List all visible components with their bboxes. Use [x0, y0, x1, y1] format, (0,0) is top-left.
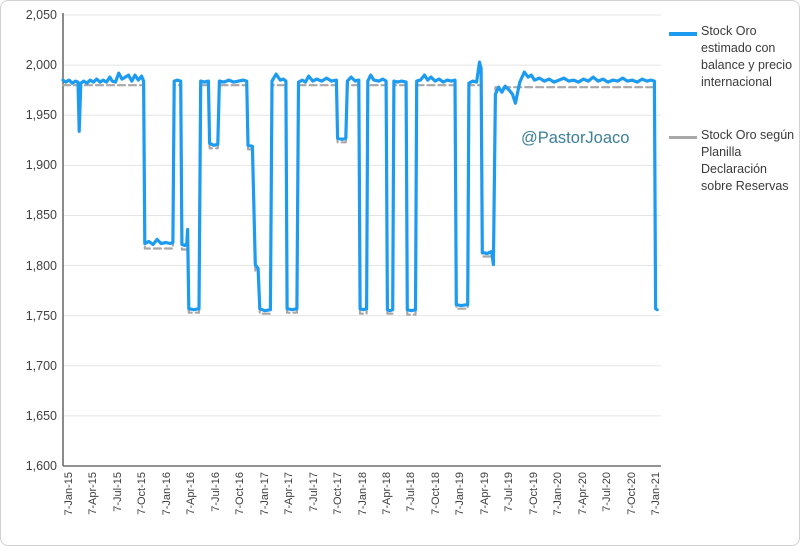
x-tick-label: 7-Jan-17 — [258, 472, 271, 516]
legend-item-declared: Stock Oro según Planilla Declaración sob… — [669, 127, 799, 195]
y-tick-label: 1,650 — [25, 408, 57, 423]
series-estimated — [61, 60, 659, 313]
x-tick-label: 7-Oct-18 — [429, 472, 442, 515]
x-tick-label: 7-Apr-16 — [185, 472, 198, 515]
y-tick-label: 1,900 — [25, 158, 57, 173]
x-tick-label: 7-Jan-15 — [63, 472, 75, 516]
gray-line-icon — [669, 136, 697, 139]
x-tick-label: 7-Oct-16 — [234, 472, 247, 515]
x-tick-label: 7-Jul-18 — [405, 472, 418, 512]
x-tick-label: 7-Apr-20 — [576, 472, 589, 515]
x-tick-label: 7-Jan-20 — [552, 472, 565, 516]
x-tick-label: 7-Oct-20 — [625, 472, 638, 515]
x-tick-label: 7-Jul-16 — [209, 472, 222, 512]
y-tick-label: 1,600 — [25, 459, 57, 473]
y-tick-label: 2,050 — [25, 8, 57, 22]
legend-item-estimated: Stock Oro estimado con balance y precio … — [669, 23, 799, 91]
y-tick-label: 1,750 — [25, 308, 57, 323]
x-tick-label: 7-Apr-19 — [478, 472, 491, 515]
x-tick-label: 7-Jul-19 — [503, 472, 516, 512]
y-tick-label: 2,000 — [25, 58, 57, 73]
blue-line-icon — [669, 32, 697, 36]
legend-label-estimated: Stock Oro estimado con balance y precio … — [701, 24, 793, 89]
x-tick-label: 7-Jan-16 — [160, 472, 173, 516]
y-tick-label: 1,800 — [25, 258, 57, 273]
x-tick-label: 7-Oct-19 — [527, 472, 540, 515]
x-tick-label: 7-Apr-15 — [87, 472, 100, 515]
x-tick-label: 7-Apr-18 — [380, 472, 393, 515]
legend-label-declared: Stock Oro según Planilla Declaración sob… — [701, 128, 795, 193]
x-tick-label: 7-Jul-20 — [601, 472, 614, 512]
x-tick-label: 7-Jul-15 — [111, 472, 124, 512]
x-tick-label: 7-Jan-19 — [454, 472, 467, 516]
x-tick-label: 7-Jan-21 — [650, 472, 662, 516]
x-tick-label: 7-Jul-17 — [307, 472, 320, 512]
x-tick-label: 7-Jan-18 — [356, 472, 369, 516]
y-tick-label: 1,950 — [25, 108, 57, 123]
y-tick-label: 1,700 — [25, 358, 57, 373]
y-tick-label: 1,850 — [25, 208, 57, 223]
watermark-text: @PastorJoaco — [521, 129, 630, 147]
chart-legend: Stock Oro estimado con balance y precio … — [669, 23, 799, 231]
x-tick-label: 7-Oct-15 — [136, 472, 149, 515]
x-tick-label: 7-Apr-17 — [283, 472, 296, 515]
x-tick-label: 7-Oct-17 — [332, 472, 345, 515]
